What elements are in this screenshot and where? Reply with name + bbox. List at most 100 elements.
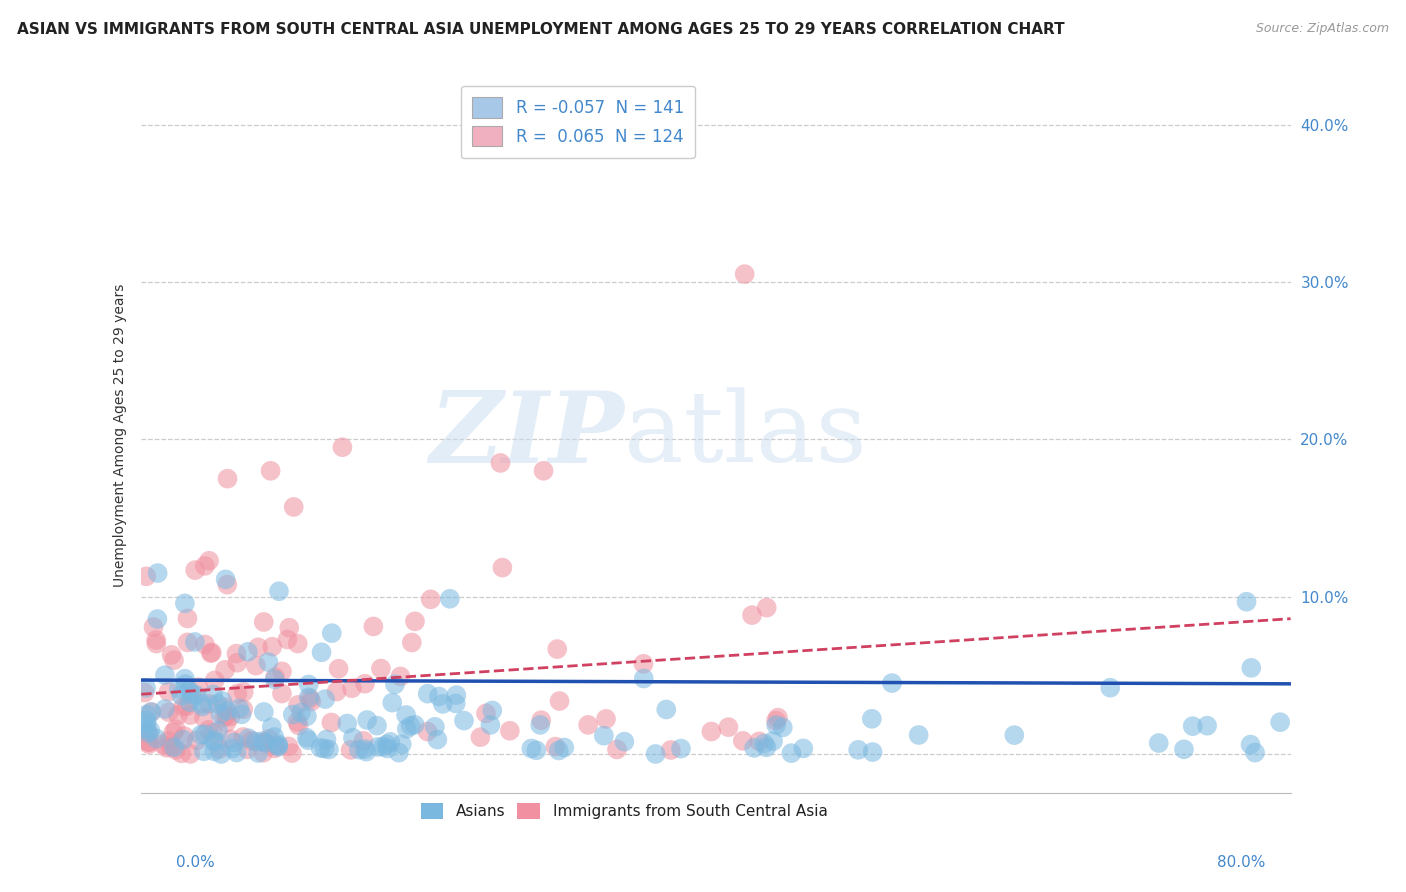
Point <box>381 696 404 710</box>
Point <box>225 647 247 661</box>
Point <box>340 681 363 696</box>
Point <box>311 645 333 659</box>
Point <box>214 572 236 586</box>
Point <box>240 733 263 747</box>
Point <box>772 720 794 734</box>
Point <box>742 740 765 755</box>
Point <box>655 702 678 716</box>
Point <box>264 670 287 684</box>
Point <box>141 705 163 719</box>
Point <box>254 736 277 750</box>
Point <box>792 741 814 756</box>
Point <box>179 683 201 698</box>
Point <box>548 694 571 708</box>
Point <box>173 672 195 686</box>
Point <box>765 718 787 732</box>
Point <box>1181 719 1204 733</box>
Point <box>245 735 267 749</box>
Point <box>257 655 280 669</box>
Point <box>170 689 193 703</box>
Point <box>1099 681 1122 695</box>
Point <box>194 727 217 741</box>
Point <box>734 267 756 281</box>
Point <box>163 740 186 755</box>
Point <box>267 737 290 751</box>
Point <box>212 710 235 724</box>
Point <box>1002 728 1025 742</box>
Point <box>236 645 259 659</box>
Point <box>145 637 167 651</box>
Point <box>748 734 770 748</box>
Point <box>184 563 207 577</box>
Point <box>236 742 259 756</box>
Point <box>281 707 304 722</box>
Point <box>141 705 163 719</box>
Point <box>179 695 201 709</box>
Point <box>205 734 228 748</box>
Point <box>232 702 254 716</box>
Point <box>167 707 190 722</box>
Point <box>314 741 336 756</box>
Point <box>184 635 207 649</box>
Point <box>264 739 287 753</box>
Point <box>176 635 198 649</box>
Point <box>432 697 454 711</box>
Point <box>754 737 776 751</box>
Point <box>366 718 388 732</box>
Point <box>194 638 217 652</box>
Point <box>427 690 450 704</box>
Point <box>371 739 394 754</box>
Point <box>287 718 309 732</box>
Point <box>257 731 280 746</box>
Point <box>404 717 426 731</box>
Text: Source: ZipAtlas.com: Source: ZipAtlas.com <box>1256 22 1389 36</box>
Point <box>318 742 340 756</box>
Text: ASIAN VS IMMIGRANTS FROM SOUTH CENTRAL ASIA UNEMPLOYMENT AMONG AGES 25 TO 29 YEA: ASIAN VS IMMIGRANTS FROM SOUTH CENTRAL A… <box>17 22 1064 37</box>
Point <box>762 734 785 748</box>
Point <box>215 704 238 718</box>
Point <box>298 691 321 706</box>
Point <box>197 723 219 737</box>
Point <box>238 731 260 746</box>
Legend: Asians, Immigrants from South Central Asia: Asians, Immigrants from South Central As… <box>415 797 834 825</box>
Point <box>1173 742 1195 756</box>
Point <box>165 743 187 757</box>
Point <box>209 706 232 721</box>
Point <box>136 726 159 740</box>
Point <box>354 676 377 690</box>
Point <box>224 735 246 749</box>
Point <box>353 742 375 756</box>
Point <box>200 646 222 660</box>
Point <box>377 741 399 756</box>
Point <box>174 596 197 610</box>
Point <box>1239 738 1261 752</box>
Point <box>232 730 254 744</box>
Point <box>191 697 214 711</box>
Point <box>160 648 183 662</box>
Point <box>907 728 929 742</box>
Point <box>321 715 343 730</box>
Point <box>135 569 157 583</box>
Point <box>659 743 682 757</box>
Point <box>214 663 236 677</box>
Point <box>391 737 413 751</box>
Point <box>228 701 250 715</box>
Point <box>416 724 439 739</box>
Point <box>186 733 208 747</box>
Point <box>633 672 655 686</box>
Point <box>187 680 209 694</box>
Point <box>395 722 418 736</box>
Point <box>547 743 569 757</box>
Point <box>263 730 285 744</box>
Point <box>134 722 156 736</box>
Point <box>163 653 186 667</box>
Point <box>226 656 249 670</box>
Point <box>253 615 276 629</box>
Point <box>281 746 304 760</box>
Point <box>253 705 276 719</box>
Point <box>176 611 198 625</box>
Point <box>193 711 215 725</box>
Point <box>297 733 319 747</box>
Point <box>263 673 285 687</box>
Point <box>370 661 392 675</box>
